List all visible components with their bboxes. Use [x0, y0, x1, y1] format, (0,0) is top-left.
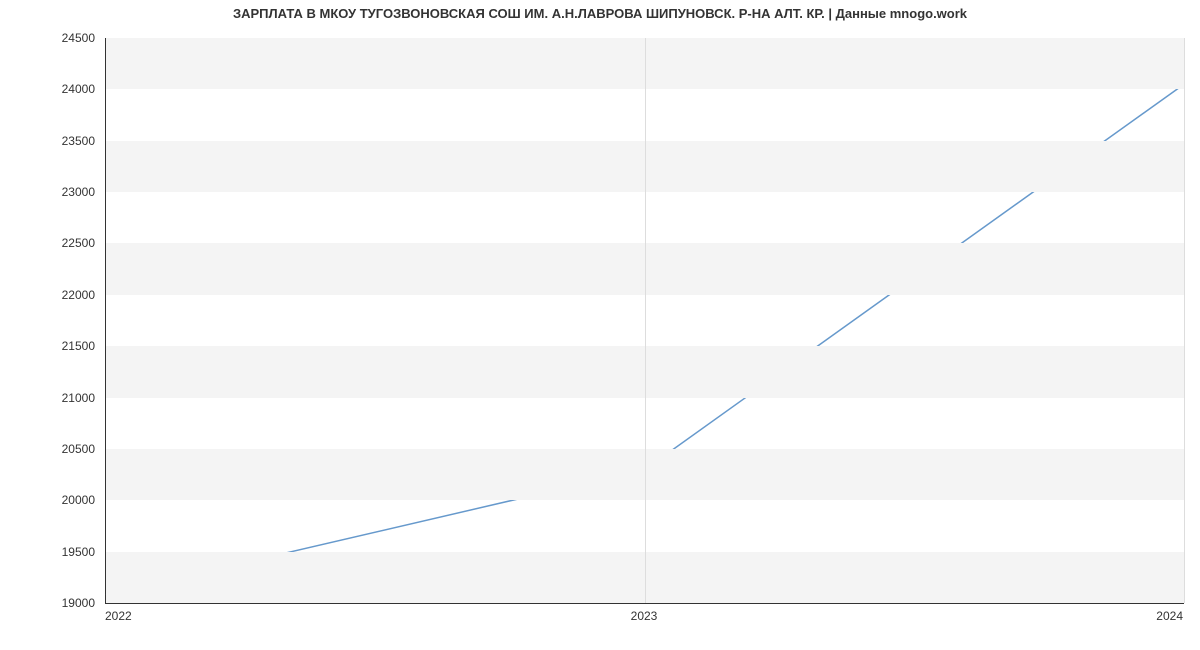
y-axis-label: 22000 — [0, 288, 95, 302]
y-axis-label: 23500 — [0, 134, 95, 148]
y-axis-label: 24000 — [0, 82, 95, 96]
x-grid-line — [645, 38, 646, 603]
y-axis-label: 19500 — [0, 545, 95, 559]
x-grid-line — [1184, 38, 1185, 603]
y-axis-label: 20500 — [0, 442, 95, 456]
chart-title: ЗАРПЛАТА В МКОУ ТУГОЗВОНОВСКАЯ СОШ ИМ. А… — [0, 6, 1200, 21]
y-axis-label: 22500 — [0, 236, 95, 250]
plot-area — [105, 38, 1184, 604]
x-axis-label: 2023 — [631, 609, 658, 623]
y-axis-label: 24500 — [0, 31, 95, 45]
y-axis-label: 21500 — [0, 339, 95, 353]
line-chart: ЗАРПЛАТА В МКОУ ТУГОЗВОНОВСКАЯ СОШ ИМ. А… — [0, 0, 1200, 650]
y-axis-label: 21000 — [0, 391, 95, 405]
y-axis-label: 23000 — [0, 185, 95, 199]
y-axis-label: 19000 — [0, 596, 95, 610]
x-axis-label: 2024 — [1156, 609, 1183, 623]
x-axis-label: 2022 — [105, 609, 132, 623]
y-axis-label: 20000 — [0, 493, 95, 507]
